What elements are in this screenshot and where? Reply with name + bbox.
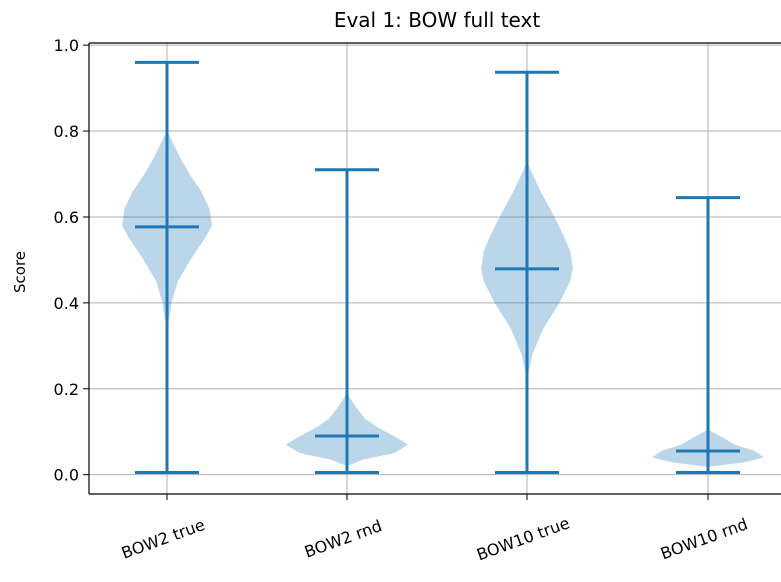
y-tick-label-4: 0.8 — [54, 122, 79, 141]
grid-lines — [89, 43, 781, 494]
x-tick-label-2: BOW10 true — [474, 513, 572, 564]
y-tick-label-2: 0.4 — [54, 294, 79, 313]
y-ticks: 0.0 0.2 0.4 0.6 0.8 1.0 — [54, 36, 89, 485]
x-tick-label-1: BOW2 rnd — [302, 516, 385, 562]
y-tick-label-0: 0.0 — [54, 466, 79, 485]
chart-title: Eval 1: BOW full text — [334, 8, 541, 32]
y-tick-label-3: 0.6 — [54, 208, 79, 227]
x-tick-label-0: BOW2 true — [119, 515, 207, 563]
violins — [122, 60, 764, 475]
y-tick-label-5: 1.0 — [54, 36, 79, 55]
x-ticks: BOW2 true BOW2 rnd BOW10 true BOW10 rnd — [119, 494, 750, 564]
axes — [88, 42, 781, 495]
x-tick-label-3: BOW10 rnd — [658, 514, 750, 563]
y-axis-label: Score — [11, 251, 29, 293]
y-tick-label-1: 0.2 — [54, 380, 79, 399]
